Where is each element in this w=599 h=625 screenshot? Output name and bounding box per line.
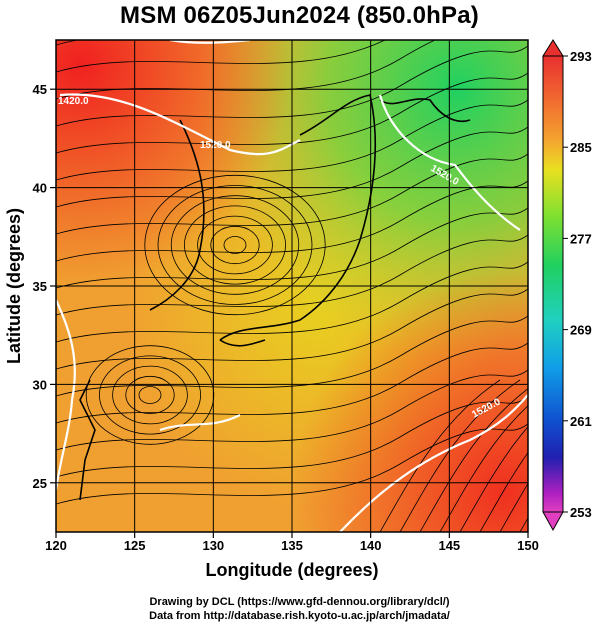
- colorbar-top-arrow: [542, 39, 564, 57]
- streamline: [144, 174, 326, 316]
- colorbar-tick-label: 293: [570, 49, 592, 64]
- streamline: [183, 205, 286, 285]
- streamline: [399, 379, 521, 532]
- streamline: [56, 423, 528, 505]
- streamline: [223, 236, 247, 254]
- streamline: [459, 426, 528, 532]
- streamline: [56, 40, 81, 46]
- chart-title: MSM 06Z05Jun2024 (850.0hPa): [120, 2, 479, 29]
- contour-label: 1420.0: [58, 96, 89, 107]
- streamline: [56, 261, 528, 343]
- streamline: [56, 45, 528, 127]
- x-axis-label: Longitude (degrees): [205, 560, 378, 580]
- streamline: [56, 180, 528, 262]
- y-tick-label: 45: [33, 82, 47, 97]
- streamline: [56, 342, 528, 424]
- colorbar-bottom-arrow: [542, 511, 564, 532]
- colorbar: 293 285 277 269 261 253: [542, 39, 592, 532]
- y-tick-label: 35: [33, 279, 47, 294]
- grid: [56, 40, 528, 532]
- streamline: [56, 40, 436, 100]
- streamline: [56, 288, 528, 370]
- streamline: [157, 185, 313, 305]
- colorbar-tick-label: 269: [570, 323, 592, 338]
- streamline: [499, 482, 528, 532]
- streamline: [170, 195, 300, 295]
- streamline: [138, 386, 162, 404]
- streamline: [56, 396, 528, 478]
- credit-line-drawing: Drawing by DCL (https://www.gfd-dennou.o…: [149, 596, 450, 608]
- streamline: [56, 369, 528, 451]
- streamline: [439, 405, 528, 532]
- coastlines: [79, 94, 471, 501]
- streamline: [419, 388, 528, 532]
- streamline: [99, 355, 201, 435]
- streamline: [197, 215, 273, 275]
- colorbar-tick-label: 277: [570, 231, 592, 246]
- streamline: [56, 234, 528, 316]
- streamlines: [56, 40, 528, 532]
- streamline: [56, 40, 386, 73]
- streamline: [56, 207, 528, 289]
- colorbar-tick-label: 261: [570, 414, 592, 429]
- y-tick-label: 25: [33, 476, 47, 491]
- contour-label: 1520.0: [200, 140, 231, 151]
- colorbar-tick-label: 285: [570, 140, 592, 155]
- y-tick-label: 40: [33, 181, 47, 196]
- streamline: [56, 126, 528, 208]
- x-tick-label: 145: [438, 538, 460, 553]
- x-tick-label: 130: [202, 538, 224, 553]
- credit-line-data: Data from http://database.rish.kyoto-u.a…: [149, 610, 450, 622]
- streamline: [56, 99, 528, 181]
- x-axis: 120 125 130 135 140 145 150: [45, 532, 539, 553]
- streamline: [56, 153, 528, 235]
- x-tick-label: 140: [360, 538, 382, 553]
- x-tick-label: 135: [281, 538, 303, 553]
- streamline: [379, 379, 501, 532]
- streamline: [112, 365, 188, 425]
- y-tick-label: 30: [33, 377, 47, 392]
- streamline: [210, 225, 260, 265]
- streamline: [125, 375, 175, 415]
- colorbar-tick-label: 253: [570, 505, 592, 520]
- streamline: [56, 315, 528, 397]
- x-tick-label: 125: [124, 538, 146, 553]
- colorbar-scale: [542, 55, 564, 513]
- y-axis: 25 30 35 40 45: [33, 82, 56, 491]
- y-axis-label: Latitude (degrees): [4, 208, 24, 364]
- x-tick-label: 120: [45, 538, 67, 553]
- streamline: [479, 451, 528, 532]
- streamline: [56, 72, 528, 154]
- x-tick-label: 150: [517, 538, 539, 553]
